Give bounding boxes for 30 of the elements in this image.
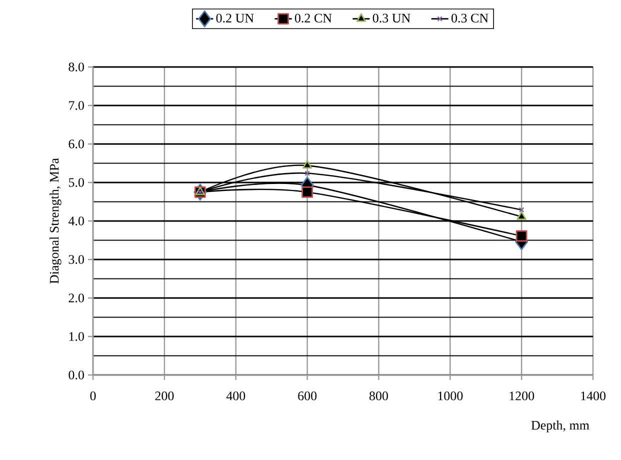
point: [516, 211, 526, 220]
y-tick-label: 0.0: [68, 370, 84, 380]
x-tick-label: 1000: [438, 392, 463, 400]
x-tick-label: 600: [298, 392, 317, 400]
legend-label: 0.3 CN: [452, 14, 488, 23]
y-tick-label: 1.0: [69, 332, 84, 341]
y-tick-label: 5.0: [68, 178, 84, 187]
y-tick-label: 8.0: [68, 62, 84, 72]
x-tick-label: 1200: [510, 392, 534, 400]
y-tick-label: 4.0: [68, 216, 84, 226]
x-tick-label: 1400: [581, 392, 606, 400]
y-tick-label: 3.0: [68, 255, 84, 264]
legend-label: 0.2 UN: [216, 14, 254, 23]
x-tick-label: 0: [90, 392, 96, 400]
x-axis-title: Depth, mm: [531, 420, 590, 432]
y-tick-label: 6.0: [68, 140, 84, 148]
legend-label: 0.2 CN: [294, 14, 332, 23]
y-axis-title: Diagonal Strength, MPa: [50, 158, 62, 284]
point: [197, 189, 203, 195]
x-tick-label: 200: [155, 392, 174, 400]
legend-label: 0.3 UN: [372, 14, 410, 23]
point: [302, 160, 312, 169]
y-tick-label: 7.0: [69, 101, 84, 110]
point: [304, 170, 310, 176]
point: [302, 186, 313, 198]
point: [516, 230, 528, 242]
x-tick-label: 800: [369, 392, 388, 400]
x-tick-label: 400: [226, 392, 246, 400]
point: [518, 207, 524, 213]
y-tick-label: 2.0: [68, 294, 84, 302]
